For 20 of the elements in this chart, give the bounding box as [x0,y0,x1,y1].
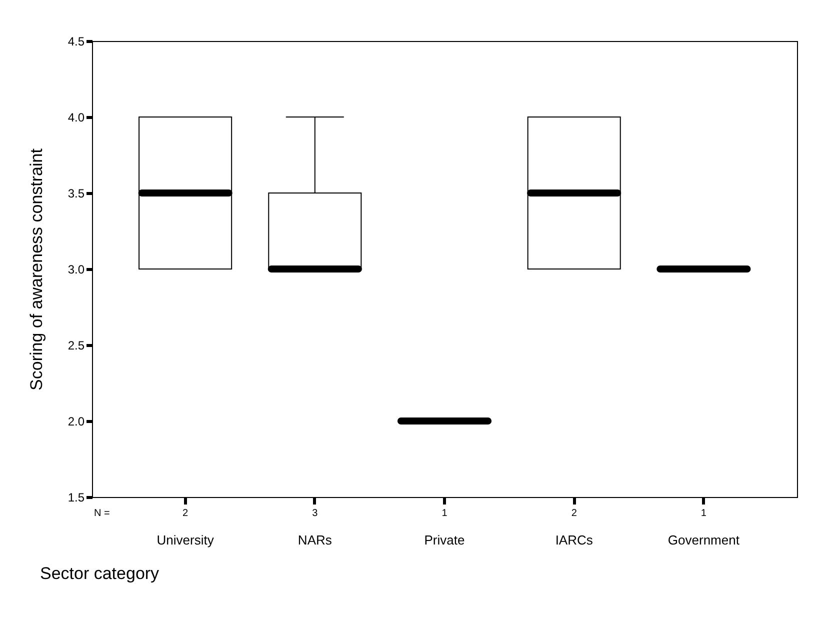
text: 2 [571,508,578,519]
x-tick-label: Private [424,532,465,548]
text: 2 [182,508,189,519]
x-axis-title: Sector category [40,564,160,583]
text: N = [94,508,110,519]
y-tick-label: 2.0 [68,414,85,428]
y-tick-label: 1.5 [68,490,85,504]
y-tick-label: 3.5 [68,186,85,200]
x-tick-label: Government [668,532,740,548]
y-tick-label: 4.5 [68,34,85,48]
y-axis-title: Scoring of awareness constraint [26,148,46,390]
y-tick-label: 4.0 [68,110,85,124]
x-tick-label: NARs [298,532,332,548]
text: 3 [312,508,318,519]
x-tick-label: University [156,532,214,548]
text: 1 [442,508,448,519]
y-tick-label: 2.5 [68,338,85,352]
x-tick-label: IARCs [555,532,594,548]
text: 1 [700,508,707,519]
y-tick-label: 3.0 [68,262,85,276]
